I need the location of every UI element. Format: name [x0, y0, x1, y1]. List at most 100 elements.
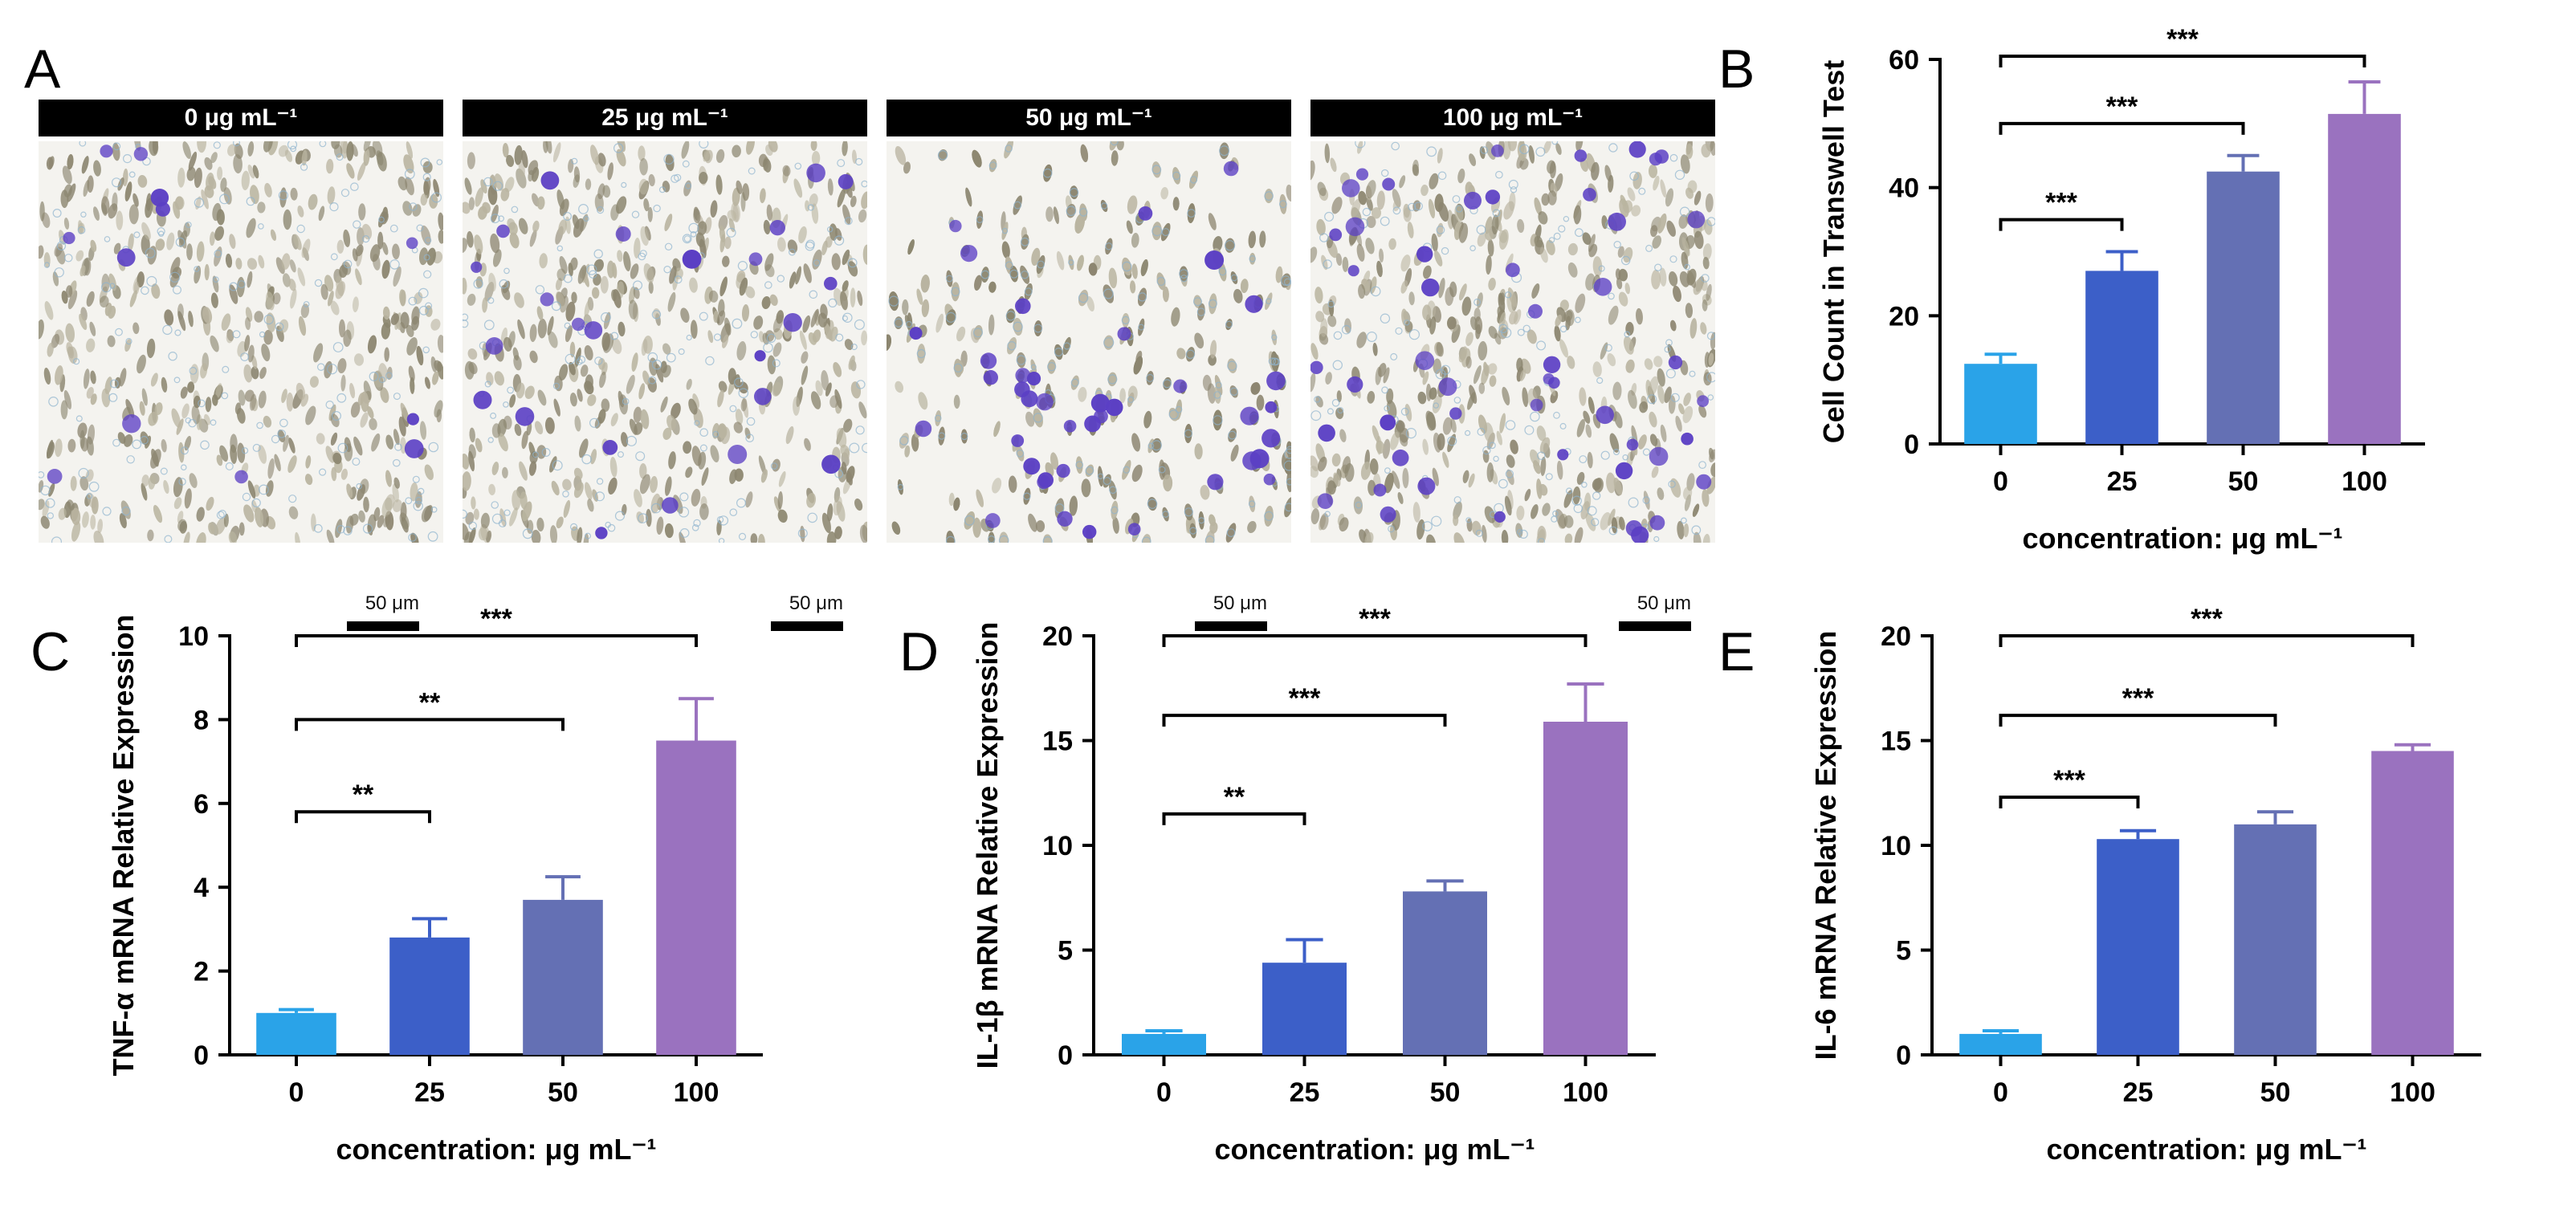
pore — [735, 409, 744, 425]
pore-ring — [288, 495, 297, 503]
pore — [611, 263, 618, 279]
migrated-cell — [47, 469, 63, 484]
pore — [512, 490, 521, 511]
pore — [1540, 456, 1547, 476]
micrograph-header: 25 μg mL⁻¹ — [463, 100, 867, 136]
pore-ring — [1020, 237, 1029, 246]
pore — [1140, 259, 1148, 276]
pore — [39, 319, 44, 340]
pore — [1644, 358, 1653, 370]
pore-ring — [180, 446, 189, 455]
pore — [1547, 190, 1557, 206]
pore — [467, 348, 478, 360]
pore — [1250, 382, 1261, 395]
pore — [1620, 194, 1627, 207]
pore — [988, 281, 997, 293]
pore-ring — [797, 528, 808, 539]
y-tick-label: 0 — [1058, 1040, 1073, 1071]
pore — [1437, 148, 1443, 164]
pore — [555, 278, 563, 291]
pore-ring — [128, 171, 136, 178]
pore-ring — [1495, 170, 1503, 179]
pore-ring — [894, 318, 903, 328]
micrograph-header: 0 μg mL⁻¹ — [39, 100, 443, 136]
pore-ring — [1362, 207, 1372, 217]
pore — [411, 315, 420, 331]
migrated-cell — [1416, 246, 1433, 263]
pore — [399, 289, 406, 307]
pore-ring — [1665, 368, 1676, 379]
pore-ring — [336, 393, 347, 403]
bar-25 — [2085, 271, 2158, 444]
pore-ring — [737, 261, 748, 271]
pore-ring — [487, 297, 495, 304]
pore — [51, 333, 60, 348]
pore — [1138, 318, 1145, 336]
y-axis-label: IL-6 mRNA Relative Expression — [1809, 631, 1842, 1060]
pore-ring — [140, 435, 149, 445]
pore — [372, 254, 381, 271]
pore — [283, 209, 292, 230]
pore — [1543, 141, 1551, 154]
significance-label: *** — [2106, 92, 2138, 122]
pore — [602, 333, 614, 353]
pore-ring — [473, 279, 483, 289]
pore-ring — [1537, 451, 1546, 460]
pore — [183, 531, 190, 543]
pore — [146, 338, 156, 359]
pore — [1321, 254, 1328, 271]
pore-ring — [729, 508, 738, 516]
pore — [1685, 187, 1694, 199]
pore — [1068, 254, 1074, 271]
pore — [139, 401, 145, 416]
pore-ring — [850, 344, 858, 351]
significance-bracket — [1162, 812, 1306, 825]
pore — [590, 449, 597, 465]
pore-ring — [132, 439, 142, 450]
pore — [689, 277, 698, 293]
pore — [1035, 520, 1045, 532]
pore-ring — [483, 320, 495, 331]
pore — [1649, 411, 1657, 428]
pore — [385, 470, 393, 487]
y-tick-label: 15 — [1042, 727, 1073, 757]
pore — [697, 221, 707, 236]
pore-ring — [1109, 486, 1117, 495]
pore — [419, 421, 427, 440]
pore — [717, 423, 728, 439]
y-tick-label: 0 — [194, 1040, 209, 1071]
pore — [847, 261, 858, 277]
pore — [1657, 368, 1665, 387]
pore — [1344, 462, 1355, 482]
pore-ring — [430, 506, 438, 513]
pore — [1592, 478, 1602, 491]
migrated-cell — [1223, 161, 1239, 177]
pore — [197, 141, 207, 153]
migrated-cell — [1697, 395, 1709, 408]
migrated-cell — [1574, 149, 1588, 162]
migrated-cell — [485, 337, 503, 355]
pore — [1591, 161, 1600, 181]
pore — [226, 330, 234, 344]
pore — [1678, 403, 1685, 415]
pore-ring — [164, 535, 173, 543]
pore — [145, 197, 153, 218]
pore-ring — [1465, 517, 1472, 523]
pore-ring — [1196, 307, 1206, 316]
pore — [1659, 267, 1667, 287]
pore-ring — [1441, 246, 1449, 255]
pore — [419, 247, 429, 266]
migrated-cell — [1011, 434, 1025, 447]
pore — [528, 160, 539, 176]
pore-ring — [1137, 292, 1147, 302]
pore — [1498, 327, 1508, 340]
pore — [163, 479, 169, 495]
pore — [474, 234, 483, 254]
pore-ring — [1475, 529, 1483, 537]
migrated-cell — [234, 470, 248, 484]
significance-label: *** — [480, 604, 512, 634]
pore-ring — [670, 174, 679, 183]
pore-ring — [242, 447, 249, 454]
y-tick-label: 40 — [1889, 173, 1919, 204]
pore — [808, 332, 817, 345]
